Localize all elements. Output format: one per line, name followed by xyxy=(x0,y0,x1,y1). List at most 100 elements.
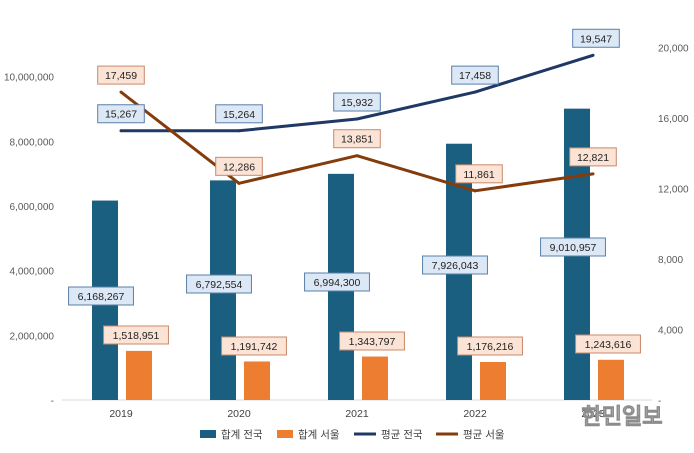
data-label-series-0-2019: 6,168,267 xyxy=(68,286,134,306)
data-label-series-3-2019-text: 17,459 xyxy=(105,70,137,82)
data-label-series-0-2021: 6,994,300 xyxy=(304,272,370,292)
bar-series-1-2019 xyxy=(126,350,152,400)
data-label-series-1-2019-box xyxy=(103,325,169,345)
data-label-series-2-2020-text: 15,264 xyxy=(223,109,255,121)
y-right-tick-2: 8,000 xyxy=(658,255,683,266)
data-label-series-0-2019-box xyxy=(68,286,134,306)
y-left-tick-4: 8,000,000 xyxy=(10,137,55,148)
data-label-series-2-2021: 15,932 xyxy=(333,92,381,112)
y-left-tick-5: 10,000,000 xyxy=(4,73,54,84)
y-left-tick-1: 2,000,000 xyxy=(10,331,55,342)
watermark-logo: 한민일보 xyxy=(582,405,663,430)
data-label-series-0-2019-text: 6,168,267 xyxy=(78,291,125,303)
data-label-series-2-2023-text: 19,547 xyxy=(580,33,612,45)
data-label-series-1-2023-text: 1,243,616 xyxy=(585,339,632,351)
data-label-series-3-2020-box xyxy=(215,156,263,176)
data-label-series-0-2021-text: 6,994,300 xyxy=(314,277,361,289)
data-label-series-3-2021-box xyxy=(333,129,381,149)
data-label-series-1-2022-box xyxy=(457,336,523,356)
legend-swatch-1 xyxy=(277,430,293,438)
x-tick-2022: 2022 xyxy=(463,408,487,420)
y-right-tick-4: 16,000 xyxy=(658,114,689,125)
data-label-series-0-2020: 6,792,554 xyxy=(186,274,252,294)
data-labels-layer: 6,168,267 6,792,554 6,994,300 7,926,043 9,01… xyxy=(68,28,641,356)
data-label-series-0-2023-box xyxy=(540,237,606,257)
data-label-series-1-2023: 1,243,616 xyxy=(575,334,641,354)
data-label-series-0-2020-text: 6,792,554 xyxy=(196,279,243,291)
x-tick-2020: 2020 xyxy=(227,408,251,420)
data-label-series-2-2020: 15,264 xyxy=(215,104,263,124)
data-label-series-3-2023-box xyxy=(569,147,617,167)
y-right-tick-1: 4,000 xyxy=(658,325,683,336)
data-label-series-3-2021: 13,851 xyxy=(333,129,381,149)
x-tick-2021: 2021 xyxy=(345,408,369,420)
legend-label-0: 합계 전국 xyxy=(221,429,263,441)
legend-item-1: 합계 서울 xyxy=(277,429,340,441)
legend-label-3: 평균 서울 xyxy=(463,429,505,441)
legend-label-1: 합계 서울 xyxy=(298,429,340,441)
data-label-series-3-2019-box xyxy=(97,65,145,85)
y-right-tick-3: 12,000 xyxy=(658,184,689,195)
data-label-series-2-2021-box xyxy=(333,92,381,112)
lines-layer xyxy=(119,53,595,193)
point-series-2-2022 xyxy=(473,90,477,94)
y-axis-right: - 4,000 8,000 12,000 16,000 20,000 xyxy=(658,43,689,407)
data-label-series-3-2023: 12,821 xyxy=(569,147,617,167)
data-label-series-3-2022: 11,861 xyxy=(455,164,503,184)
bar-series-1-2020 xyxy=(244,361,270,400)
point-series-3-2022 xyxy=(473,189,477,193)
data-label-series-0-2023-text: 9,010,957 xyxy=(550,242,597,254)
bar-series-1-2022 xyxy=(480,361,506,400)
point-series-2-2021 xyxy=(355,117,359,121)
y-axis-left: - 2,000,000 4,000,000 6,000,000 8,000,000 10,… xyxy=(4,73,54,407)
data-label-series-2-2022-text: 17,458 xyxy=(459,70,491,82)
data-label-series-0-2022-text: 7,926,043 xyxy=(432,260,479,272)
data-label-series-2-2021-text: 15,932 xyxy=(341,97,373,109)
data-label-series-0-2022: 7,926,043 xyxy=(422,255,488,275)
data-label-series-2-2023: 19,547 xyxy=(572,28,620,48)
data-label-series-2-2019-text: 15,267 xyxy=(105,109,137,121)
legend-label-2: 평균 전국 xyxy=(381,429,423,441)
legend-item-3: 평균 서울 xyxy=(436,429,505,441)
point-series-3-2021 xyxy=(355,154,359,158)
x-axis: 2019 2020 2021 2022 2023 xyxy=(109,408,605,420)
legend: 합계 전국 합계 서울 평균 전국 평균 서울 xyxy=(200,429,505,441)
point-series-2-2020 xyxy=(237,129,241,133)
data-label-series-2-2023-box xyxy=(572,28,620,48)
data-label-series-1-2021: 1,343,797 xyxy=(339,331,405,351)
data-label-series-0-2022-box xyxy=(422,255,488,275)
data-label-series-0-2020-box xyxy=(186,274,252,294)
point-series-3-2023 xyxy=(591,172,595,176)
y-left-tick-0: - xyxy=(51,396,54,407)
legend-swatch-0 xyxy=(200,430,216,438)
data-label-series-3-2019: 17,459 xyxy=(97,65,145,85)
legend-item-0: 합계 전국 xyxy=(200,429,263,441)
data-label-series-1-2022: 1,176,216 xyxy=(457,336,523,356)
data-label-series-0-2023: 9,010,957 xyxy=(540,237,606,257)
data-label-series-0-2021-box xyxy=(304,272,370,292)
data-label-series-3-2020-text: 12,286 xyxy=(223,161,255,173)
data-label-series-2-2020-box xyxy=(215,104,263,124)
data-label-series-1-2021-box xyxy=(339,331,405,351)
legend-item-2: 평균 전국 xyxy=(354,429,423,441)
bar-series-1-2023 xyxy=(598,359,624,400)
data-label-series-3-2022-text: 11,861 xyxy=(463,169,494,181)
data-label-series-1-2023-box xyxy=(575,334,641,354)
y-right-tick-0: - xyxy=(658,396,661,407)
bar-series-1-2021 xyxy=(362,356,388,400)
data-label-series-1-2022-text: 1,176,216 xyxy=(467,341,514,353)
data-label-series-3-2023-text: 12,821 xyxy=(577,152,609,164)
x-tick-2023: 2023 xyxy=(581,408,605,420)
data-label-series-3-2022-box xyxy=(455,164,503,184)
data-label-series-2-2019: 15,267 xyxy=(97,104,145,124)
point-series-2-2019 xyxy=(119,129,123,133)
data-label-series-1-2019: 1,518,951 xyxy=(103,325,169,345)
data-label-series-2-2022-box xyxy=(451,65,499,85)
data-label-series-1-2019-text: 1,518,951 xyxy=(113,330,160,342)
data-label-series-2-2019-box xyxy=(97,104,145,124)
point-series-2-2023 xyxy=(591,53,595,57)
data-label-series-1-2020: 1,191,742 xyxy=(221,336,287,356)
point-series-3-2019 xyxy=(119,90,123,94)
